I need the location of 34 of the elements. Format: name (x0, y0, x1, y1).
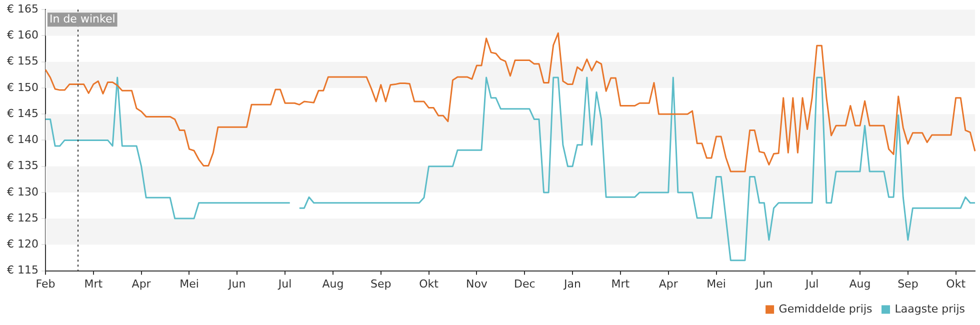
x-tick-label: Dec (514, 277, 536, 290)
x-tick-label: Nov (466, 277, 488, 290)
y-tick-label: € 120 (6, 238, 38, 251)
x-tick-label: Okt (419, 277, 440, 290)
x-tick-label: Feb (36, 277, 56, 290)
y-tick-label: € 150 (6, 80, 38, 94)
y-tick-label: € 160 (6, 28, 38, 42)
x-tick-label: Jan (563, 277, 582, 290)
x-tick-label: Apr (658, 277, 678, 290)
x-tick-label: Aug (322, 277, 344, 290)
x-tick-label: Mrt (84, 277, 104, 290)
x-tick-label: Jul (277, 277, 292, 290)
x-tick-label: Jun (754, 277, 773, 290)
y-tick-label: € 130 (6, 185, 38, 198)
y-tick-label: € 155 (6, 54, 38, 68)
x-tick-label: Mei (706, 277, 726, 290)
x-tick-label: Okt (946, 277, 966, 290)
legend-label: Laagste prijs (894, 302, 966, 316)
y-tick-label: € 145 (6, 106, 38, 120)
x-tick-label: Jun (228, 277, 246, 290)
x-tick-label: Sep (370, 277, 392, 290)
x-tick-label: Mei (180, 277, 199, 290)
x-tick-label: Sep (898, 277, 918, 290)
x-tick-label: Mrt (611, 277, 630, 290)
y-tick-label: € 115 (6, 264, 38, 277)
x-tick-label: Jul (804, 277, 819, 290)
legend-label: Gemiddelde prijs (778, 302, 873, 316)
y-tick-label: € 135 (6, 159, 38, 172)
y-tick-label: € 165 (6, 2, 38, 16)
x-tick-label: Apr (132, 277, 152, 290)
annotation: In de winkel (49, 12, 116, 26)
y-tick-label: € 140 (6, 133, 38, 146)
y-tick-label: € 125 (6, 211, 38, 224)
x-tick-label: Aug (849, 277, 871, 290)
